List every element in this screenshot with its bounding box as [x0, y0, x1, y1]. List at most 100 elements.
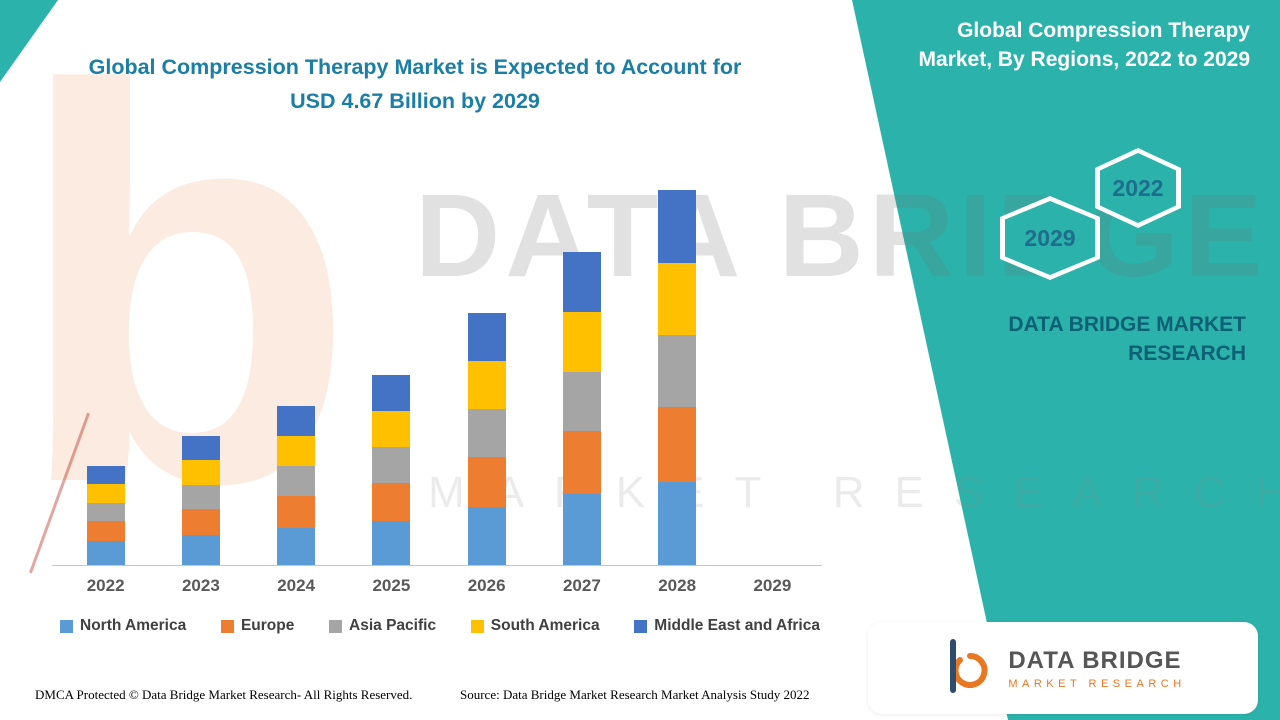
bar-segment-middle-east-and-africa	[658, 190, 697, 263]
bar-segment-north-america	[181, 535, 220, 565]
x-axis-label-2023: 2023	[181, 576, 220, 595]
bar-segment-asia-pacific	[658, 335, 697, 407]
legend-swatch-icon	[634, 619, 648, 633]
bar-segment-middle-east-and-africa	[181, 436, 220, 460]
legend-label: Asia Pacific	[349, 617, 437, 634]
bar-segment-south-america	[467, 361, 506, 409]
legend-item-north-america: North America	[60, 617, 186, 635]
x-axis-label-2024: 2024	[277, 576, 316, 595]
dmca-notice: DMCA Protected © Data Bridge Market Rese…	[35, 687, 413, 702]
bar-segment-south-america	[86, 484, 125, 503]
bar-segment-asia-pacific	[181, 485, 220, 509]
logo-name: DATA BRIDGE	[1008, 646, 1182, 674]
x-axis-label-2025: 2025	[372, 576, 411, 595]
bar-segment-asia-pacific	[372, 447, 411, 483]
bar-column-2022	[58, 185, 153, 565]
legend-item-middle-east-and-africa: Middle East and Africa	[634, 617, 820, 635]
logo-text-block: DATA BRIDGE MARKET RESEARCH	[1008, 647, 1185, 690]
bar-column-2029	[725, 185, 820, 565]
x-axis-label-2029: 2029	[753, 576, 792, 595]
databridge-logo-icon	[940, 638, 994, 698]
bar-segment-middle-east-and-africa	[467, 313, 506, 361]
corner-accent-triangle	[0, 0, 58, 82]
bar-segment-south-america	[181, 460, 220, 485]
source-note: Source: Data Bridge Market Research Mark…	[460, 687, 810, 702]
bar-segment-north-america	[86, 541, 125, 565]
bar-segment-asia-pacific	[562, 372, 601, 431]
x-axis-label-2028: 2028	[658, 576, 697, 595]
bar-segment-north-america	[658, 482, 697, 565]
legend-swatch-icon	[220, 619, 234, 633]
x-axis-line	[52, 565, 822, 566]
page-title: Global Compression Therapy Market is Exp…	[66, 50, 764, 119]
bar-column-2025	[344, 185, 439, 565]
bar-stack	[86, 466, 125, 565]
bar-segment-middle-east-and-africa	[86, 466, 125, 484]
legend-swatch-icon	[329, 619, 343, 633]
bar-segment-asia-pacific	[467, 409, 506, 457]
bar-stack	[181, 436, 220, 565]
hexagon-fill: 2029	[1005, 201, 1095, 275]
bar-column-2026	[439, 185, 534, 565]
page-title-line1: Global Compression Therapy Market is Exp…	[88, 55, 742, 79]
bar-column-2024	[249, 185, 344, 565]
bar-segment-europe	[86, 521, 125, 541]
panel-heading: Global Compression Therapy Market, By Re…	[918, 19, 1250, 72]
bar-column-2023	[153, 185, 248, 565]
bar-segment-middle-east-and-africa	[277, 406, 316, 436]
x-axis-label-2026: 2026	[467, 576, 506, 595]
x-axis-label-2027: 2027	[562, 576, 601, 595]
x-axis-labels: 2022 2023 2024 2025 2026 2027 2028 2029	[58, 576, 820, 596]
bar-segment-europe	[277, 496, 316, 528]
bar-segment-south-america	[372, 411, 411, 447]
x-axis-label-2022: 2022	[86, 576, 125, 595]
bar-stack	[562, 252, 601, 565]
plot-area	[58, 185, 820, 565]
bar-column-2027	[534, 185, 629, 565]
bar-stack	[467, 313, 506, 565]
hexagon-badge-2029: 2029	[1000, 196, 1100, 280]
bar-column-2028	[630, 185, 725, 565]
legend: North America Europe Asia Pacific South Ame…	[60, 617, 820, 635]
legend-label: South America	[490, 617, 600, 634]
bar-segment-north-america	[277, 528, 316, 565]
brand-text-line2: RESEARCH	[1128, 342, 1246, 366]
brand-text-line1: DATA BRIDGE MARKET	[1008, 313, 1246, 336]
bar-segment-europe	[467, 457, 506, 507]
logo-tagline: MARKET RESEARCH	[1008, 677, 1186, 690]
hexagon-badge-2029-label: 2029	[1024, 224, 1076, 251]
bar-segment-europe	[372, 483, 411, 521]
bar-segment-europe	[181, 509, 220, 535]
bar-segment-south-america	[277, 436, 316, 466]
bar-segment-middle-east-and-africa	[372, 375, 411, 411]
page-title-line2: USD 4.67 Billion by 2029	[290, 89, 540, 114]
bar-stack	[658, 190, 697, 565]
logo-card: DATA BRIDGE MARKET RESEARCH	[868, 622, 1258, 714]
legend-item-south-america: South America	[470, 617, 600, 635]
hexagon-badge-2022: 2022	[1095, 148, 1181, 228]
bar-segment-europe	[658, 407, 697, 482]
bar-segment-asia-pacific	[86, 503, 125, 521]
legend-swatch-icon	[470, 619, 484, 633]
bar-segment-north-america	[372, 521, 411, 565]
brand-text: DATA BRIDGE MARKET RESEARCH	[936, 310, 1246, 369]
bar-segment-europe	[562, 431, 601, 494]
legend-item-asia-pacific: Asia Pacific	[329, 617, 436, 635]
hexagon-fill: 2022	[1100, 153, 1176, 223]
hexagon-outline: 2029	[1000, 196, 1100, 280]
hexagon-badge-2022-label: 2022	[1112, 174, 1164, 201]
bar-stack	[372, 375, 411, 565]
bar-segment-middle-east-and-africa	[562, 252, 601, 312]
legend-label: Europe	[240, 617, 295, 634]
legend-item-europe: Europe	[220, 617, 295, 635]
legend-swatch-icon	[60, 619, 73, 633]
bar-segment-north-america	[562, 494, 601, 565]
bar-segment-asia-pacific	[277, 466, 316, 496]
bar-segment-south-america	[562, 312, 601, 372]
bar-stack	[277, 406, 316, 565]
legend-label: Middle East and Africa	[654, 617, 820, 634]
bar-segment-south-america	[658, 263, 697, 335]
hexagon-outline: 2022	[1095, 148, 1181, 228]
legend-label: North America	[80, 617, 187, 634]
